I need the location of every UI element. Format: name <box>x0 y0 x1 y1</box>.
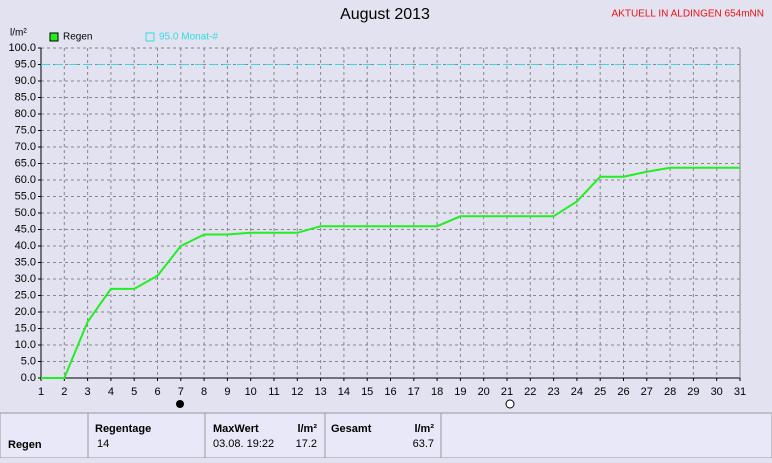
x-tick-label: 13 <box>314 386 326 398</box>
legend-label: 95.0 Monat-# <box>159 32 218 43</box>
y-tick-label: 95.0 <box>15 58 36 70</box>
data-line <box>41 166 740 379</box>
y-tick-label: 100.0 <box>8 42 36 54</box>
table-cell: 17.2 <box>296 438 317 450</box>
table-header: Regentage <box>95 423 151 435</box>
x-tick-label: 8 <box>201 386 207 398</box>
x-tick-label: 19 <box>454 386 466 398</box>
y-tick-label: 40.0 <box>15 240 36 252</box>
y-tick-label: 60.0 <box>15 174 36 186</box>
legend-swatch <box>49 32 59 42</box>
y-tick-label: 50.0 <box>15 207 36 219</box>
x-tick-label: 31 <box>734 386 746 398</box>
x-tick-label: 17 <box>408 386 420 398</box>
table-header: Gesamt <box>331 423 372 435</box>
y-tick-label: 65.0 <box>15 157 36 169</box>
x-tick-label: 18 <box>431 386 443 398</box>
y-tick-label: 25.0 <box>15 289 36 301</box>
x-tick-label: 27 <box>641 386 653 398</box>
x-tick-label: 5 <box>131 386 137 398</box>
table-cell: 63.7 <box>413 438 434 450</box>
y-tick-label: 20.0 <box>15 306 36 318</box>
x-tick-label: 22 <box>524 386 536 398</box>
x-tick-label: 15 <box>361 386 373 398</box>
x-tick-label: 20 <box>478 386 490 398</box>
x-tick-label: 30 <box>711 386 723 398</box>
y-tick-label: 75.0 <box>15 124 36 136</box>
x-tick-label: 2 <box>61 386 67 398</box>
y-tick-label: 15.0 <box>15 322 36 334</box>
y-tick-label: 45.0 <box>15 223 36 235</box>
table-bg <box>0 412 772 459</box>
table-cell: 03.08. 19:22 <box>213 438 274 450</box>
x-tick-label: 14 <box>338 386 350 398</box>
x-tick-label: 28 <box>664 386 676 398</box>
moon-icon <box>505 399 515 409</box>
y-tick-label: 35.0 <box>15 256 36 268</box>
table-header: l/m² <box>414 423 434 435</box>
x-tick-label: 6 <box>154 386 160 398</box>
x-tick-label: 21 <box>501 386 513 398</box>
x-tick-label: 29 <box>687 386 699 398</box>
y-tick-label: 70.0 <box>15 141 36 153</box>
y-label: l/m² <box>10 28 27 39</box>
y-tick-label: 0.0 <box>21 372 36 384</box>
x-tick-label: 23 <box>547 386 559 398</box>
x-tick-label: 25 <box>594 386 606 398</box>
legend-label: Regen <box>63 32 92 43</box>
chart-title: August 2013 <box>340 6 430 23</box>
x-tick-label: 7 <box>178 386 184 398</box>
table-header: MaxWert <box>213 423 259 435</box>
plot: 0.0 5.0 10.0 15.0 20.0 25.0 30.0 35.0 40.0 45.0 50… <box>8 32 746 398</box>
x-tick-label: 10 <box>245 386 257 398</box>
y-tick-label: 30.0 <box>15 273 36 285</box>
y-tick-label: 10.0 <box>15 339 36 351</box>
stats-table: Regen Regentage 14 MaxWert l/m² 03.08. 1… <box>0 412 772 459</box>
x-tick-label: 1 <box>38 386 44 398</box>
table-cell: 14 <box>97 438 109 450</box>
y-tick-label: 85.0 <box>15 91 36 103</box>
y-tick-label: 80.0 <box>15 108 36 120</box>
x-tick-label: 24 <box>571 386 583 398</box>
x-tick-label: 12 <box>291 386 303 398</box>
x-tick-label: 16 <box>384 386 396 398</box>
y-tick-label: 5.0 <box>21 355 36 367</box>
table-header: l/m² <box>297 423 317 435</box>
row-label: Regen <box>8 439 42 451</box>
moon-icon <box>176 400 184 408</box>
x-tick-label: 4 <box>108 386 114 398</box>
subtitle: AKTUELL IN ALDINGEN 654mNN <box>612 9 764 20</box>
x-tick-label: 26 <box>617 386 629 398</box>
legend-swatch <box>145 32 155 42</box>
x-tick-label: 9 <box>224 386 230 398</box>
y-tick-label: 90.0 <box>15 75 36 87</box>
x-tick-label: 3 <box>85 386 91 398</box>
y-tick-label: 55.0 <box>15 190 36 202</box>
x-tick-label: 11 <box>268 386 279 398</box>
